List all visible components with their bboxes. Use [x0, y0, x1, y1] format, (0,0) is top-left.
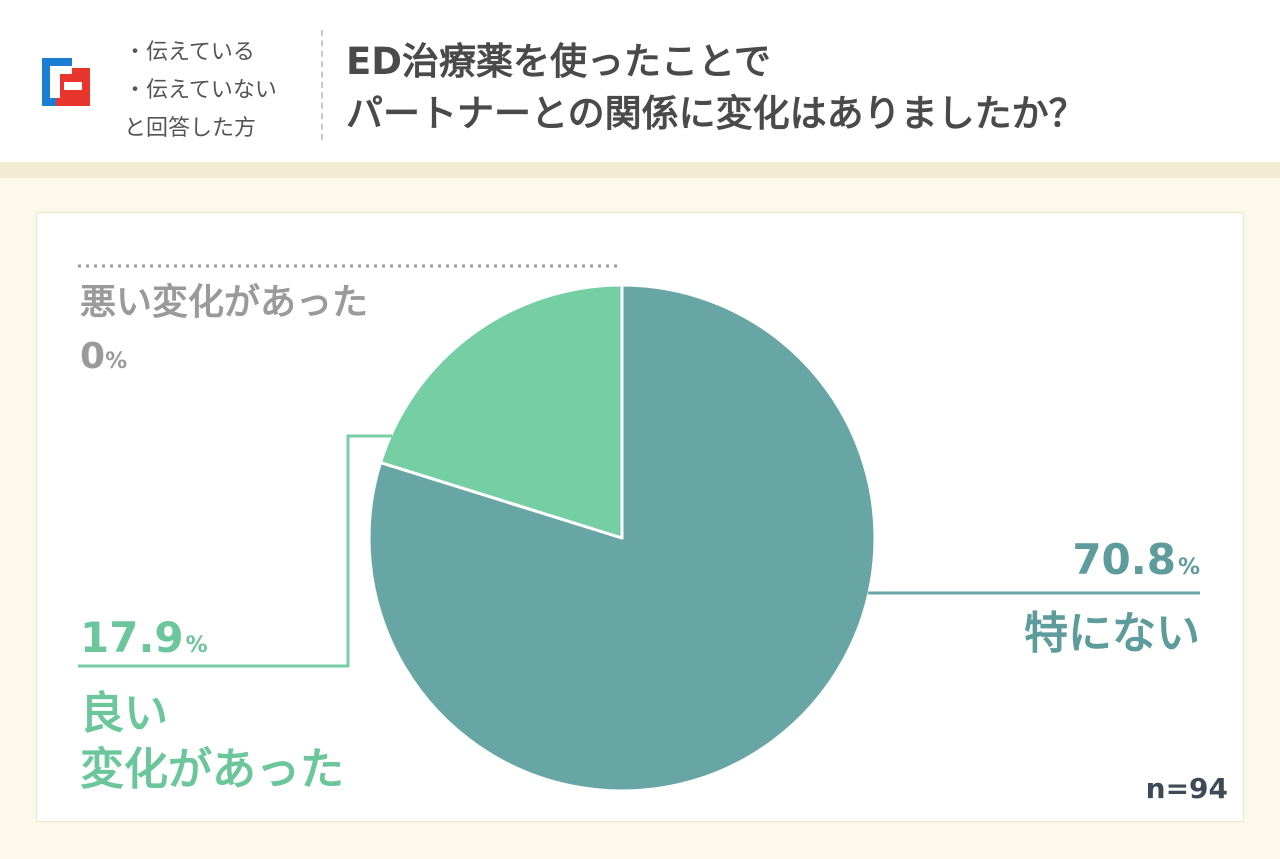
slice-label-none: 特にない	[1024, 608, 1200, 659]
leader-line-good	[78, 434, 392, 668]
value-number: 70.8	[1072, 535, 1176, 584]
filter-line: ・伝えていない	[124, 78, 277, 103]
header: ・伝えている ・伝えていない と回答した方 ED治療薬を使ったことで パートナー…	[0, 0, 1280, 162]
value-unit: %	[1177, 555, 1200, 580]
respondent-filter: ・伝えている ・伝えていない と回答した方	[124, 34, 314, 148]
slice-value-bad: 0%	[80, 334, 127, 385]
value-number: 0	[80, 336, 106, 377]
slice-label-good: 良い 変化があった	[80, 686, 344, 798]
label-line: 良い	[80, 688, 168, 739]
header-band	[0, 162, 1280, 178]
page-title: ED治療薬を使ったことで パートナーとの関係に変化はありましたか？	[346, 36, 1246, 140]
title-line: ED治療薬を使ったことで	[346, 40, 771, 83]
title-line: パートナーとの関係に変化はありましたか？	[346, 92, 1086, 135]
sample-size: n=94	[1145, 772, 1228, 805]
label-line: 変化があった	[80, 744, 344, 795]
filter-line: ・伝えている	[124, 40, 255, 65]
value-number: 17.9	[80, 613, 184, 662]
pie-slice-1	[379, 283, 624, 540]
slice-label-bad: 悪い変化があった	[80, 282, 369, 323]
value-unit: %	[105, 349, 128, 374]
filter-line: と回答した方	[124, 116, 257, 141]
slice-value-none: 70.8%	[1072, 536, 1200, 592]
slice-value-good: 17.9%	[80, 614, 208, 670]
value-unit: %	[185, 633, 208, 658]
header-divider	[321, 30, 323, 140]
brand-logo	[42, 58, 90, 106]
